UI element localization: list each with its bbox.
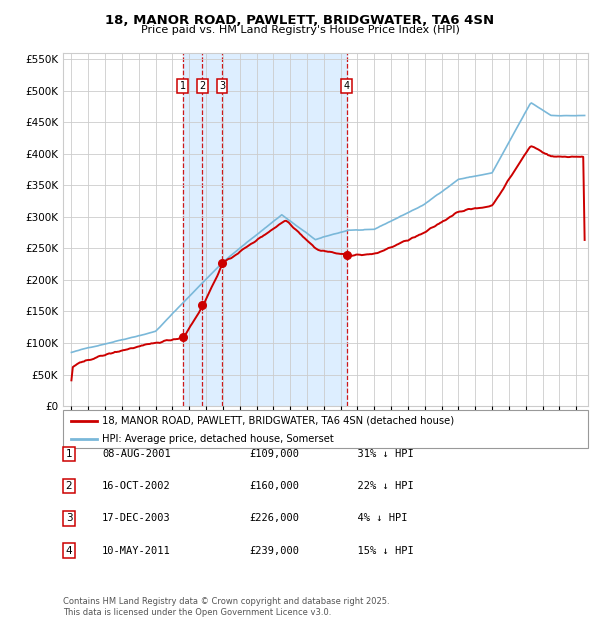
Text: 1: 1	[65, 449, 73, 459]
Text: 3: 3	[65, 513, 73, 523]
Text: £160,000: £160,000	[249, 481, 299, 491]
Text: 2: 2	[65, 481, 73, 491]
Text: HPI: Average price, detached house, Somerset: HPI: Average price, detached house, Some…	[103, 435, 334, 445]
Text: 4% ↓ HPI: 4% ↓ HPI	[345, 513, 407, 523]
Text: 22% ↓ HPI: 22% ↓ HPI	[345, 481, 414, 491]
Text: 18, MANOR ROAD, PAWLETT, BRIDGWATER, TA6 4SN (detached house): 18, MANOR ROAD, PAWLETT, BRIDGWATER, TA6…	[103, 416, 455, 426]
Text: 2: 2	[199, 81, 206, 91]
Text: 1: 1	[179, 81, 185, 91]
Text: 4: 4	[344, 81, 350, 91]
Text: Price paid vs. HM Land Registry's House Price Index (HPI): Price paid vs. HM Land Registry's House …	[140, 25, 460, 35]
Text: 18, MANOR ROAD, PAWLETT, BRIDGWATER, TA6 4SN: 18, MANOR ROAD, PAWLETT, BRIDGWATER, TA6…	[106, 14, 494, 27]
Text: Contains HM Land Registry data © Crown copyright and database right 2025.
This d: Contains HM Land Registry data © Crown c…	[63, 598, 389, 617]
FancyBboxPatch shape	[63, 410, 588, 448]
Text: 17-DEC-2003: 17-DEC-2003	[102, 513, 171, 523]
Text: £239,000: £239,000	[249, 546, 299, 556]
Text: 10-MAY-2011: 10-MAY-2011	[102, 546, 171, 556]
Text: 08-AUG-2001: 08-AUG-2001	[102, 449, 171, 459]
Bar	[182, 53, 347, 406]
Text: 15% ↓ HPI: 15% ↓ HPI	[345, 546, 414, 556]
Text: 16-OCT-2002: 16-OCT-2002	[102, 481, 171, 491]
Text: 3: 3	[219, 81, 225, 91]
Text: 31% ↓ HPI: 31% ↓ HPI	[345, 449, 414, 459]
Text: 4: 4	[65, 546, 73, 556]
Text: £226,000: £226,000	[249, 513, 299, 523]
Text: £109,000: £109,000	[249, 449, 299, 459]
